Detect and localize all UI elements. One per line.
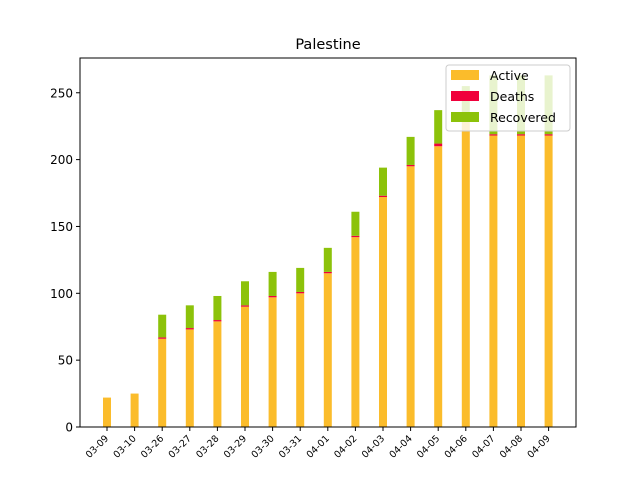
legend-swatch-deaths bbox=[451, 91, 479, 101]
bar-deaths-03-29 bbox=[241, 305, 249, 307]
y-axis: 0 50 100 150 200 250 bbox=[50, 86, 80, 435]
x-tick-label: 04-04 bbox=[387, 433, 414, 460]
bar-active-03-28 bbox=[213, 321, 222, 427]
bar-deaths-03-26 bbox=[158, 337, 167, 339]
plot-frame bbox=[79, 57, 577, 428]
bar-recovered-04-02 bbox=[351, 211, 360, 236]
bar-recovered-03-26 bbox=[158, 314, 167, 338]
bar-recovered-03-29 bbox=[241, 281, 249, 306]
x-tick-label: 04-01 bbox=[305, 433, 332, 460]
bar-active-03-29 bbox=[241, 306, 249, 427]
bar-deaths-04-08 bbox=[517, 134, 525, 136]
x-tick-label: 04-05 bbox=[415, 433, 442, 460]
bar-active-04-02 bbox=[351, 237, 360, 427]
y-tick-label: 0 bbox=[65, 421, 73, 435]
bar-active-03-09 bbox=[103, 397, 111, 427]
bar-recovered-04-01 bbox=[323, 247, 332, 272]
x-tick-label: 03-27 bbox=[167, 433, 194, 460]
x-tick-label: 03-31 bbox=[277, 433, 304, 460]
chart-title: Palestine bbox=[295, 37, 360, 53]
bar-active-04-09 bbox=[544, 135, 553, 428]
legend-label-active: Active bbox=[490, 68, 529, 83]
x-tick-label: 03-28 bbox=[194, 433, 221, 460]
bar-recovered-03-28 bbox=[213, 295, 222, 321]
legend-swatch-recovered bbox=[451, 112, 479, 122]
bar-recovered-03-31 bbox=[296, 267, 305, 292]
bar-deaths-04-09 bbox=[544, 134, 553, 136]
y-tick-label: 100 bbox=[50, 287, 73, 301]
bar-active-03-10 bbox=[130, 393, 139, 427]
bar-recovered-03-27 bbox=[185, 305, 194, 329]
bar-active-04-06 bbox=[461, 115, 470, 427]
bar-deaths-04-05 bbox=[434, 143, 443, 147]
y-tick-label: 150 bbox=[50, 220, 73, 234]
bar-active-04-08 bbox=[517, 135, 525, 428]
bar-active-03-31 bbox=[296, 293, 305, 427]
bar-deaths-03-27 bbox=[185, 328, 194, 330]
bar-deaths-04-07 bbox=[489, 134, 498, 136]
x-tick-label: 04-09 bbox=[525, 433, 552, 460]
x-axis: 03-09 03-10 03-26 03-27 03-28 03-29 03-30 03-31… bbox=[84, 427, 553, 461]
bar-recovered-04-04 bbox=[406, 136, 415, 165]
bar-active-04-04 bbox=[406, 166, 415, 428]
y-tick-label: 250 bbox=[50, 86, 73, 100]
x-tick-label: 04-08 bbox=[498, 433, 525, 460]
bar-recovered-04-03 bbox=[379, 167, 387, 196]
legend-swatch-active bbox=[451, 70, 479, 80]
y-tick-label: 200 bbox=[50, 153, 73, 167]
bar-deaths-04-01 bbox=[323, 271, 332, 274]
legend-label-deaths: Deaths bbox=[490, 89, 534, 104]
bar-active-04-07 bbox=[489, 135, 498, 428]
x-tick-label: 03-29 bbox=[222, 433, 249, 460]
bar-deaths-04-04 bbox=[406, 164, 415, 167]
x-tick-label: 03-26 bbox=[139, 433, 166, 460]
x-tick-label: 03-09 bbox=[84, 433, 111, 460]
bar-deaths-03-28 bbox=[213, 320, 222, 322]
x-tick-label: 04-03 bbox=[360, 433, 387, 460]
x-tick-label: 03-10 bbox=[111, 433, 138, 460]
x-tick-label: 04-02 bbox=[332, 433, 359, 460]
legend: Active Deaths Recovered bbox=[445, 64, 571, 132]
bar-deaths-04-02 bbox=[351, 235, 360, 238]
bar-active-03-26 bbox=[158, 338, 167, 427]
x-tick-label: 04-07 bbox=[470, 433, 497, 460]
x-tick-label: 03-30 bbox=[249, 433, 276, 460]
bar-recovered-03-30 bbox=[268, 271, 277, 296]
bar-active-04-03 bbox=[379, 197, 387, 427]
bar-recovered-04-05 bbox=[434, 110, 443, 144]
legend-label-recovered: Recovered bbox=[490, 110, 556, 125]
bar-deaths-03-31 bbox=[296, 291, 305, 294]
bar-active-04-05 bbox=[434, 146, 443, 427]
bar-active-03-30 bbox=[268, 297, 277, 427]
bar-active-04-01 bbox=[323, 273, 332, 427]
x-tick-label: 04-06 bbox=[443, 433, 470, 460]
bar-active-03-27 bbox=[185, 329, 194, 427]
y-tick-label: 50 bbox=[58, 354, 73, 368]
bar-deaths-04-03 bbox=[379, 195, 387, 198]
bar-deaths-03-30 bbox=[268, 295, 277, 298]
